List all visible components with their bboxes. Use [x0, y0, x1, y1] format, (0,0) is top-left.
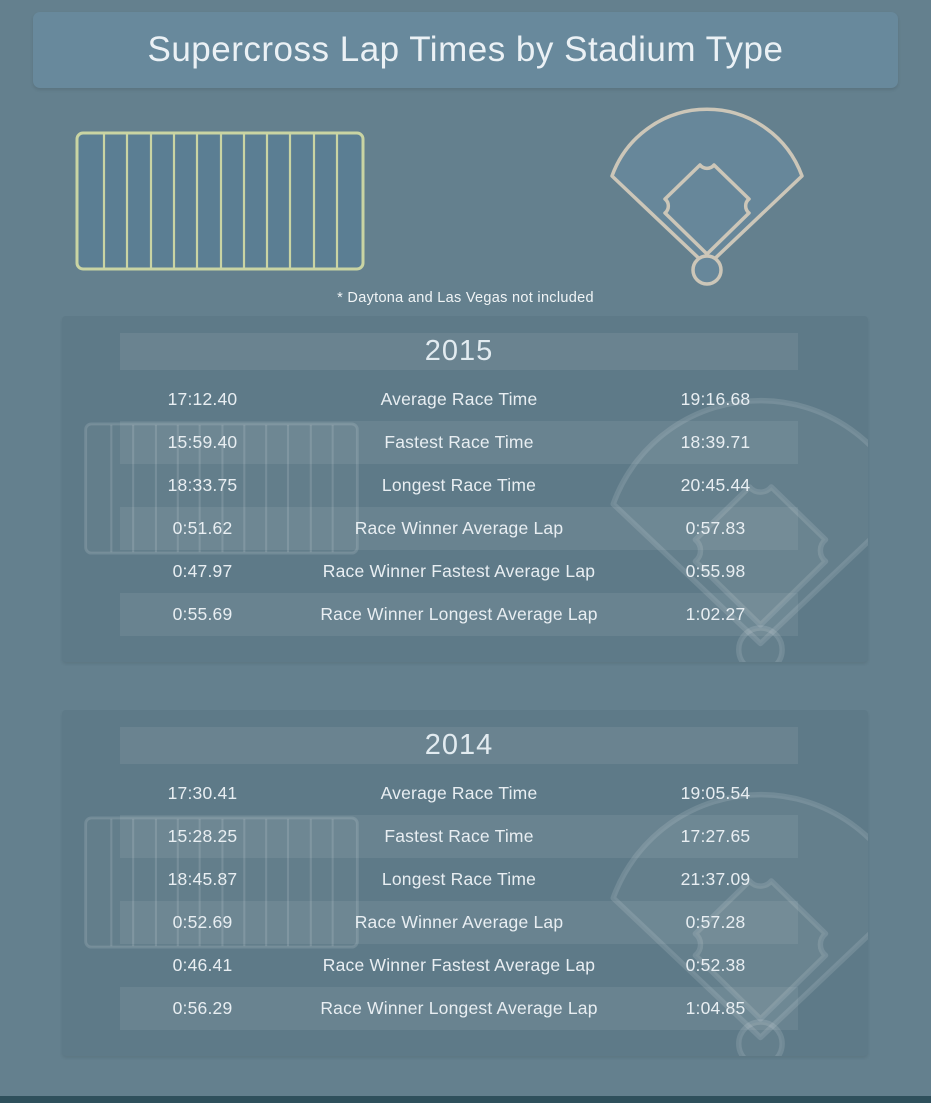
football-value: 0:52.69: [172, 912, 233, 932]
table-row: 0:46.41 Race Winner Fastest Average Lap …: [120, 944, 798, 987]
football-value: 17:12.40: [167, 389, 238, 409]
table-row: 17:12.40 Average Race Time 19:16.68: [120, 378, 798, 421]
football-value: 0:47.97: [172, 561, 233, 581]
football-value: 0:46.41: [172, 955, 233, 975]
table-row: 0:56.29 Race Winner Longest Average Lap …: [120, 987, 798, 1030]
footnote: * Daytona and Las Vegas not included: [337, 290, 594, 306]
football-field-icon: [75, 131, 365, 271]
baseball-field-watermark-icon: [610, 397, 868, 662]
year-header-2015: 2015: [120, 333, 798, 370]
baseball-value: 20:45.44: [680, 475, 751, 495]
table-panel-2015: 2015 17:12.40 Average Race Time 19:16.68…: [62, 316, 868, 662]
football-value: 0:56.29: [172, 998, 233, 1018]
rows-2015: 17:12.40 Average Race Time 19:16.68 15:5…: [62, 378, 868, 636]
table-row: 0:51.62 Race Winner Average Lap 0:57.83: [120, 507, 798, 550]
metric-label: Average Race Time: [380, 389, 538, 409]
year-header-2014: 2014: [120, 727, 798, 764]
metric-label: Fastest Race Time: [384, 432, 534, 452]
footer-accent-bar: [0, 1096, 931, 1103]
football-value: 15:59.40: [167, 432, 238, 452]
metric-label: Race Winner Longest Average Lap: [320, 998, 598, 1018]
baseball-value: 19:05.54: [680, 783, 751, 803]
football-value: 0:55.69: [172, 604, 233, 624]
title-banner: Supercross Lap Times by Stadium Type: [33, 12, 898, 88]
table-row: 0:52.69 Race Winner Average Lap 0:57.28: [120, 901, 798, 944]
table-row: 15:28.25 Fastest Race Time 17:27.65: [120, 815, 798, 858]
table-row: 18:45.87 Longest Race Time 21:37.09: [120, 858, 798, 901]
metric-label: Race Winner Fastest Average Lap: [322, 561, 596, 581]
football-value: 18:33.75: [167, 475, 238, 495]
baseball-value: 19:16.68: [680, 389, 751, 409]
rows-2014: 17:30.41 Average Race Time 19:05.54 15:2…: [62, 772, 868, 1030]
baseball-value: 17:27.65: [680, 826, 751, 846]
baseball-value: 0:57.83: [685, 518, 746, 538]
page-title: Supercross Lap Times by Stadium Type: [147, 30, 784, 69]
metric-label: Race Winner Longest Average Lap: [320, 604, 598, 624]
baseball-value: 21:37.09: [680, 869, 751, 889]
baseball-value: 18:39.71: [680, 432, 751, 452]
metric-label: Race Winner Average Lap: [354, 518, 564, 538]
baseball-value: 1:02.27: [685, 604, 746, 624]
football-field-watermark-icon: [84, 422, 359, 555]
table-panel-2014: 2014 17:30.41 Average Race Time 19:05.54…: [62, 710, 868, 1056]
baseball-value: 0:52.38: [685, 955, 746, 975]
football-field-watermark-icon: [84, 816, 359, 949]
year-label: 2015: [424, 335, 494, 367]
metric-label: Longest Race Time: [381, 475, 537, 495]
football-value: 15:28.25: [167, 826, 238, 846]
metric-label: Race Winner Average Lap: [354, 912, 564, 932]
baseball-value: 1:04.85: [685, 998, 746, 1018]
baseball-field-icon: [610, 107, 804, 286]
metric-label: Longest Race Time: [381, 869, 537, 889]
baseball-value: 0:57.28: [685, 912, 746, 932]
table-row: 0:55.69 Race Winner Longest Average Lap …: [120, 593, 798, 636]
table-row: 15:59.40 Fastest Race Time 18:39.71: [120, 421, 798, 464]
table-row: 17:30.41 Average Race Time 19:05.54: [120, 772, 798, 815]
baseball-field-watermark-icon: [610, 791, 868, 1056]
metric-label: Race Winner Fastest Average Lap: [322, 955, 596, 975]
metric-label: Average Race Time: [380, 783, 538, 803]
metric-label: Fastest Race Time: [384, 826, 534, 846]
year-label: 2014: [424, 729, 494, 761]
baseball-value: 0:55.98: [685, 561, 746, 581]
football-value: 0:51.62: [172, 518, 233, 538]
table-row: 0:47.97 Race Winner Fastest Average Lap …: [120, 550, 798, 593]
table-row: 18:33.75 Longest Race Time 20:45.44: [120, 464, 798, 507]
football-value: 18:45.87: [167, 869, 238, 889]
football-value: 17:30.41: [167, 783, 238, 803]
